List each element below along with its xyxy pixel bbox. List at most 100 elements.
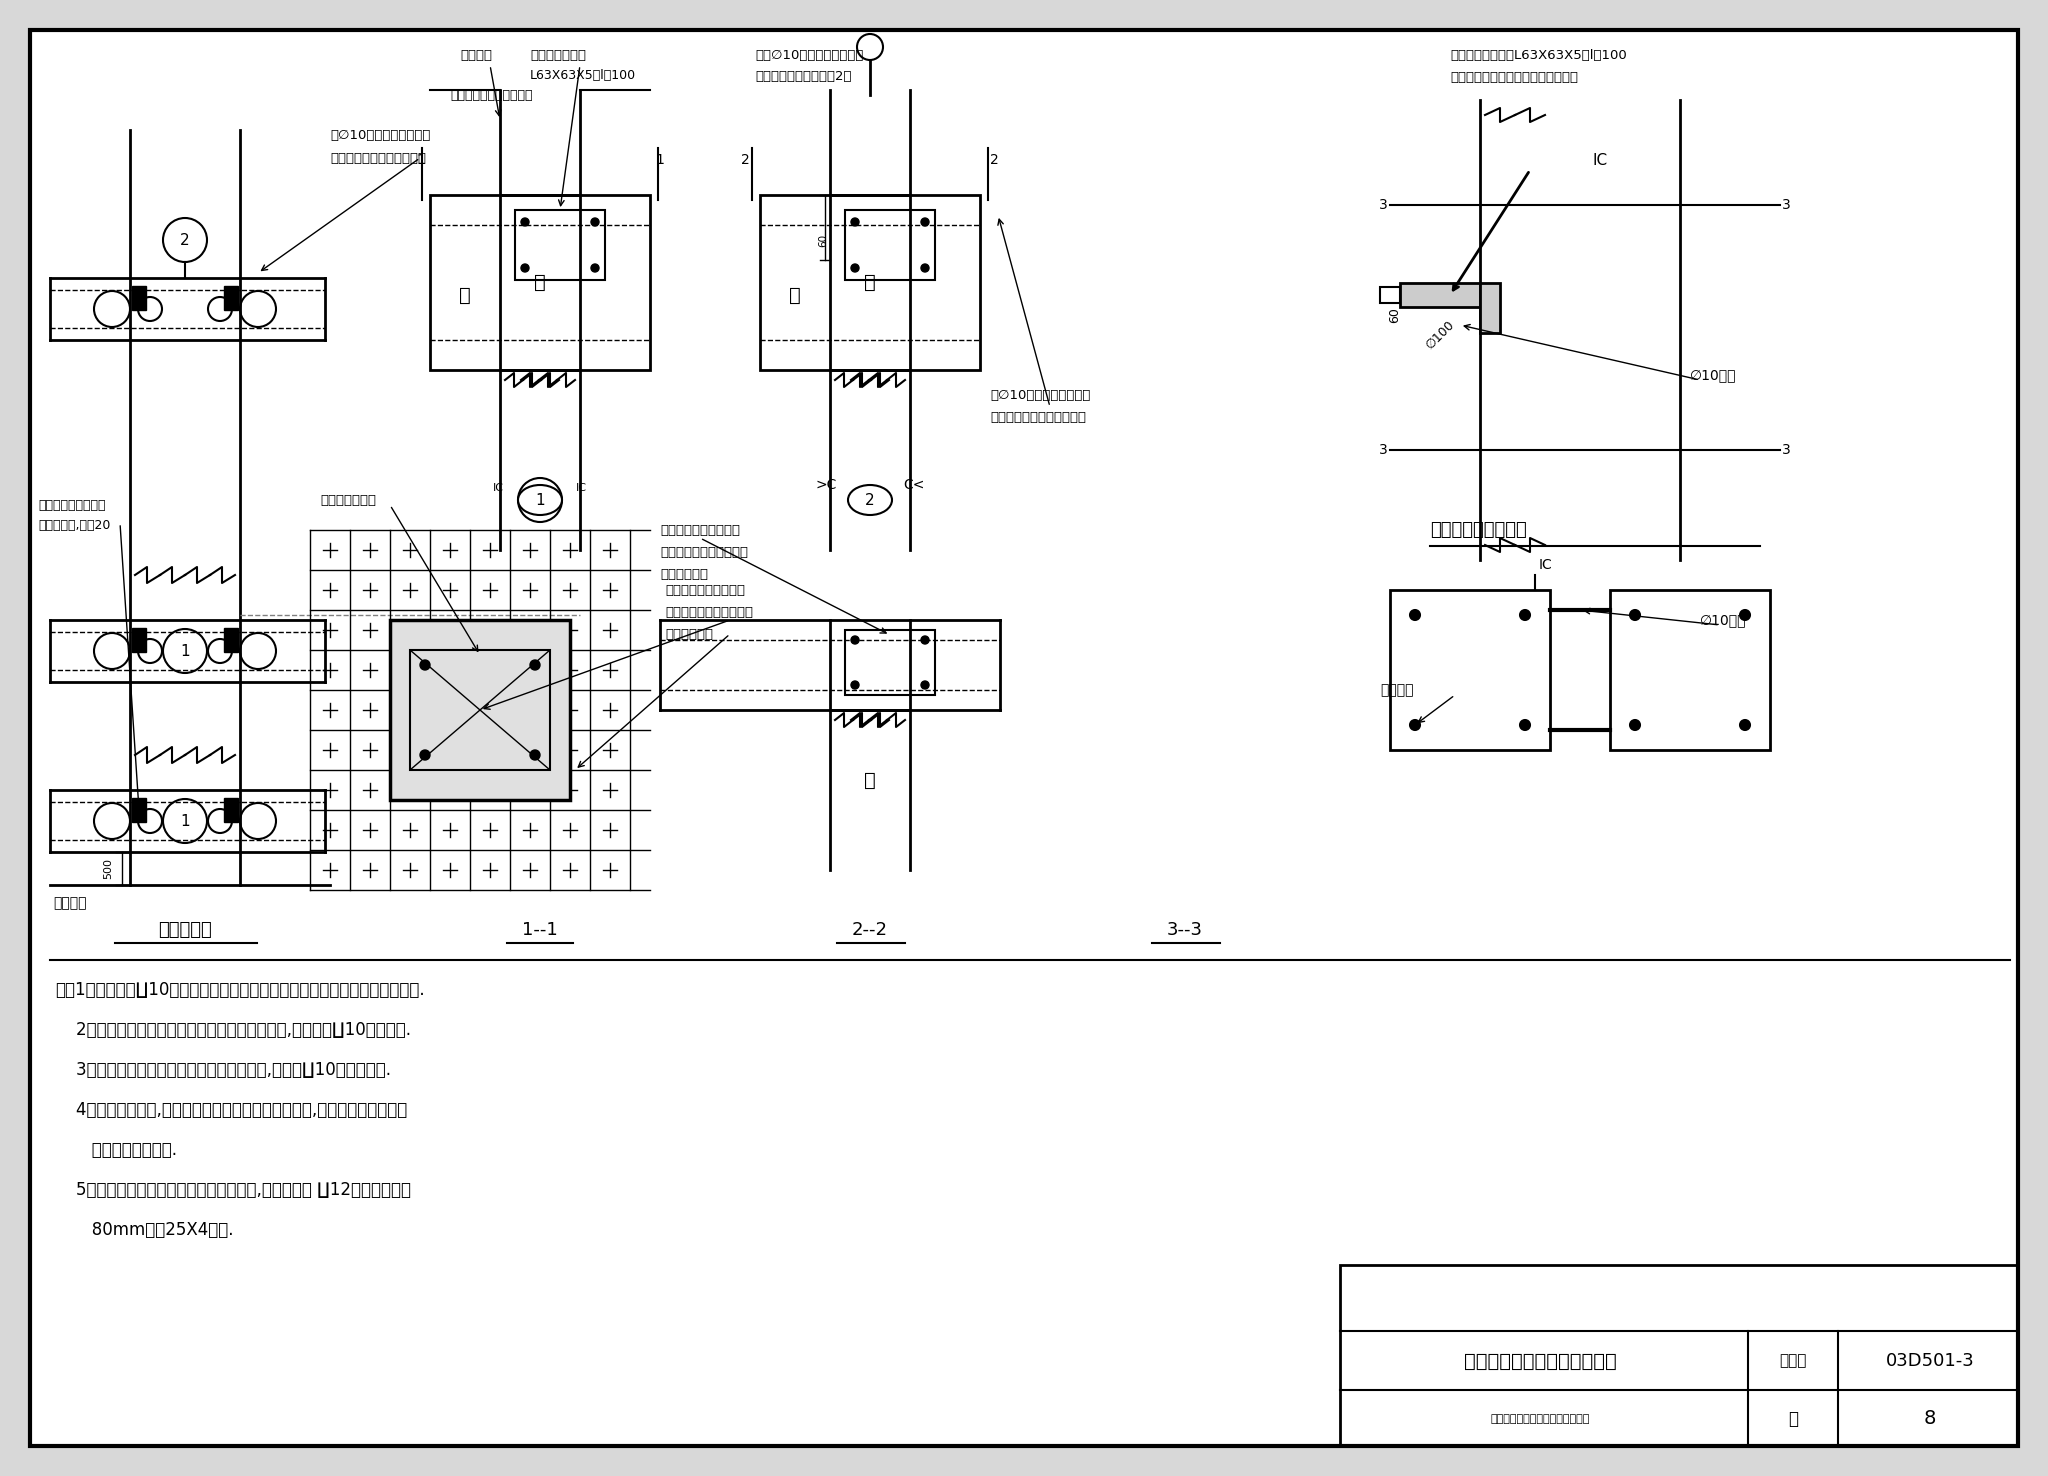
Bar	[430, 195, 649, 370]
Text: 1: 1	[180, 813, 190, 828]
Circle shape	[852, 636, 858, 644]
Text: 3．当纵、横梁主筋与柱主筋能直接焊接时,则取消∐10圆钢连接线.: 3．当纵、横梁主筋与柱主筋能直接焊接时,则取消∐10圆钢连接线.	[55, 1061, 391, 1079]
Circle shape	[420, 750, 430, 760]
Text: 3: 3	[1782, 198, 1790, 213]
Text: 1--1: 1--1	[522, 921, 557, 939]
Text: 500: 500	[102, 858, 113, 878]
Bar	[760, 195, 981, 370]
Bar	[410, 649, 551, 770]
Text: 柱内预埋连接板: 柱内预埋连接板	[319, 493, 377, 506]
Text: 8: 8	[1923, 1410, 1935, 1429]
Text: 柱: 柱	[788, 285, 801, 304]
Text: 3: 3	[1378, 198, 1389, 213]
Text: 体的预埋件,见页20: 体的预埋件,见页20	[39, 518, 111, 531]
Text: 注：1．柱顶预留∐10圆钢和楼面处预埋连接板所处的具体柱位以具体设计为准.: 注：1．柱顶预留∐10圆钢和楼面处预埋连接板所处的具体柱位以具体设计为准.	[55, 982, 424, 999]
Circle shape	[922, 218, 930, 226]
Bar	[1339, 1265, 2017, 1446]
Text: L63X63X5，l＝100: L63X63X5，l＝100	[530, 68, 637, 81]
Text: 主筋与柱主筋连接（焊接）: 主筋与柱主筋连接（焊接）	[330, 152, 426, 164]
Text: 用∅10圆钢将横梁和纵梁: 用∅10圆钢将横梁和纵梁	[989, 388, 1090, 401]
Text: 梁: 梁	[535, 273, 547, 291]
Circle shape	[852, 680, 858, 689]
Ellipse shape	[518, 486, 561, 515]
Bar	[1610, 590, 1769, 750]
Bar	[1401, 283, 1481, 307]
Text: 接改用卡夹器连接.: 接改用卡夹器连接.	[55, 1141, 176, 1159]
Text: 2: 2	[180, 233, 190, 248]
Text: 多层、高层现浇框架节点连接: 多层、高层现浇框架节点连接	[1464, 1352, 1616, 1371]
Bar	[131, 286, 145, 310]
Text: IC: IC	[494, 483, 504, 493]
Text: 3--3: 3--3	[1167, 921, 1202, 939]
Text: 2: 2	[741, 154, 750, 167]
Text: 将楼面内钢筋网的两根: 将楼面内钢筋网的两根	[666, 583, 745, 596]
Circle shape	[852, 264, 858, 272]
Text: 室外地面: 室外地面	[53, 896, 86, 911]
Text: 楼面后浇层内双向钢筋网: 楼面后浇层内双向钢筋网	[451, 89, 532, 102]
Text: IC: IC	[1593, 152, 1608, 167]
Circle shape	[1409, 610, 1419, 620]
Text: 60: 60	[817, 233, 827, 246]
Text: 5．当伸缩缝处跨接线应用于电气装置时,其规格改为 ∐12圆钢（焊缝长: 5．当伸缩缝处跨接线应用于电气装置时,其规格改为 ∐12圆钢（焊缝长	[55, 1181, 412, 1199]
Circle shape	[852, 218, 858, 226]
Text: 03D501-3: 03D501-3	[1886, 1352, 1974, 1370]
Text: 3: 3	[1378, 443, 1389, 458]
Text: 柱内预埋连接板: 柱内预埋连接板	[530, 49, 586, 62]
Text: 1: 1	[655, 154, 664, 167]
Bar	[514, 210, 604, 280]
Text: ∅10圆钢: ∅10圆钢	[1690, 368, 1737, 382]
Circle shape	[1741, 720, 1749, 731]
Text: 钢筋焊接到预埋连接板上: 钢筋焊接到预埋连接板上	[659, 546, 748, 558]
Text: 4．对高层建筑物,当柱的纵筋不允许与预埋件焊接时,本图中与柱纵筋的焊: 4．对高层建筑物,当柱的纵筋不允许与预埋件焊接时,本图中与柱纵筋的焊	[55, 1101, 408, 1119]
Text: 页: 页	[1788, 1410, 1798, 1427]
Text: 钢筋焊接到预埋连接板上: 钢筋焊接到预埋连接板上	[666, 605, 754, 618]
Circle shape	[1520, 720, 1530, 731]
Circle shape	[1741, 610, 1749, 620]
Circle shape	[922, 264, 930, 272]
Text: 楼面内钢筋网: 楼面内钢筋网	[666, 627, 713, 641]
Circle shape	[592, 264, 598, 272]
Text: 3: 3	[1782, 443, 1790, 458]
Bar	[1481, 283, 1499, 334]
Text: 柱: 柱	[864, 770, 877, 790]
Bar	[846, 210, 936, 280]
Text: 供测量或接人工接地: 供测量或接人工接地	[39, 499, 106, 512]
Text: 80mm）或25X4扁钢.: 80mm）或25X4扁钢.	[55, 1221, 233, 1238]
Bar	[131, 799, 145, 822]
Circle shape	[922, 636, 930, 644]
Text: 柱内预埋连接板，L63X63X5，l＝100: 柱内预埋连接板，L63X63X5，l＝100	[1450, 49, 1626, 62]
Text: 柱: 柱	[459, 285, 471, 304]
Text: 60: 60	[1389, 307, 1401, 323]
Text: 柱内主筋: 柱内主筋	[461, 49, 492, 62]
Text: 图集号: 图集号	[1780, 1353, 1806, 1368]
Circle shape	[420, 660, 430, 670]
Bar	[846, 630, 936, 695]
Text: 主筋与柱主筋连接（焊接）: 主筋与柱主筋连接（焊接）	[989, 410, 1085, 424]
Text: 楼面内钢筋网: 楼面内钢筋网	[659, 567, 709, 580]
Bar	[223, 627, 238, 652]
Bar	[223, 799, 238, 822]
Bar	[131, 627, 145, 652]
Text: 1: 1	[416, 154, 426, 167]
Text: 1: 1	[180, 644, 190, 658]
Text: >C: >C	[815, 478, 838, 492]
Circle shape	[592, 218, 598, 226]
Circle shape	[1630, 610, 1640, 620]
Text: 横跨立面图: 横跨立面图	[158, 921, 211, 939]
Text: IC: IC	[575, 483, 588, 493]
Text: 1: 1	[535, 493, 545, 508]
Bar	[1380, 286, 1401, 303]
Circle shape	[1520, 610, 1530, 620]
Circle shape	[1630, 720, 1640, 731]
Ellipse shape	[848, 486, 893, 515]
Text: 审核北京市校对童友限设计徐继彪: 审核北京市校对童友限设计徐继彪	[1491, 1414, 1589, 1424]
Text: 2．当利用屋面预制挑檐板内钢筋作为接闪器时,取消柱顶∐10预留圆钢.: 2．当利用屋面预制挑檐板内钢筋作为接闪器时,取消柱顶∐10预留圆钢.	[55, 1021, 412, 1039]
Circle shape	[530, 750, 541, 760]
Text: 用∅10圆钢将横梁和纵梁: 用∅10圆钢将横梁和纵梁	[330, 128, 430, 142]
Text: 连接板的标高和位置由具体设计决定: 连接板的标高和位置由具体设计决定	[1450, 71, 1579, 84]
Bar	[389, 620, 569, 800]
Text: 伸缩缝处跨接线连接: 伸缩缝处跨接线连接	[1430, 521, 1526, 539]
Text: ∅10圆钢: ∅10圆钢	[1700, 613, 1747, 627]
Text: C<: C<	[903, 478, 924, 492]
Circle shape	[520, 264, 528, 272]
